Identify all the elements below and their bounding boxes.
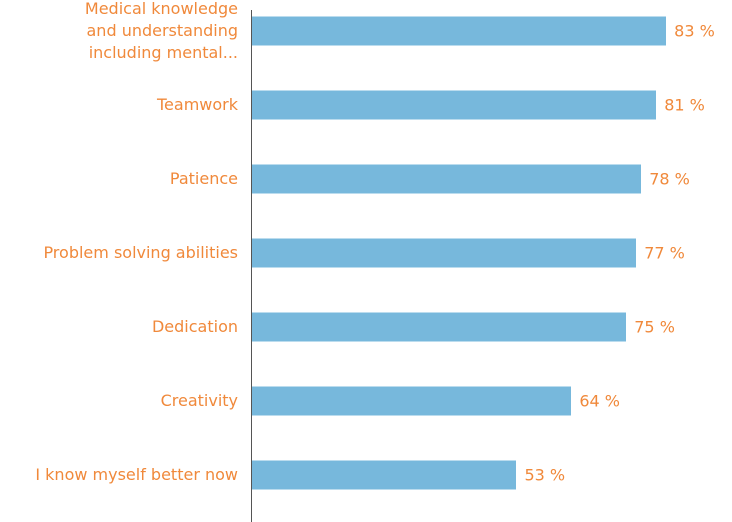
- category-label: Dedication: [151, 317, 238, 336]
- bar: [252, 238, 637, 268]
- bar: [252, 386, 572, 416]
- category-label: Medical knowledge and understanding incl…: [84, 0, 238, 62]
- axis-line: [251, 10, 252, 522]
- value-label: 83 %: [674, 21, 715, 41]
- value-label: 53 %: [524, 465, 566, 485]
- category-label: Problem solving abilities: [43, 243, 238, 262]
- bar: [252, 460, 517, 490]
- category-label: Patience: [169, 169, 238, 188]
- bar: [252, 164, 642, 194]
- value-label: 75 %: [634, 317, 675, 337]
- bar: [252, 90, 657, 120]
- value-label: 77 %: [644, 243, 685, 263]
- value-label: 78 %: [649, 169, 690, 189]
- category-label: Creativity: [160, 391, 238, 410]
- category-label: Teamwork: [156, 95, 238, 114]
- value-label: 81 %: [664, 95, 705, 115]
- bar: [252, 16, 667, 46]
- value-label: 64 %: [579, 391, 621, 411]
- category-label: I know myself better now: [35, 465, 238, 484]
- bar: [252, 312, 627, 342]
